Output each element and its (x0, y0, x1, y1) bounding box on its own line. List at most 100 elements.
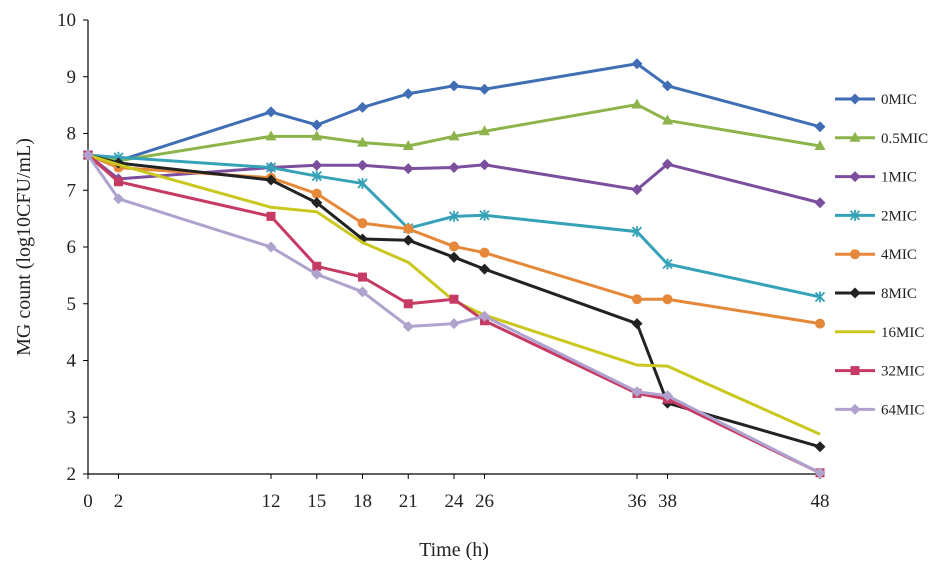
data-point (815, 318, 825, 329)
data-point (357, 177, 368, 189)
data-point (479, 83, 490, 95)
y-tick-label: 4 (67, 351, 77, 372)
data-point (448, 80, 460, 92)
series-64mic (82, 149, 826, 479)
data-point (814, 467, 826, 479)
data-point (114, 177, 123, 187)
x-tick-label: 48 (811, 491, 830, 512)
data-point (479, 125, 490, 136)
x-tick-label: 38 (658, 491, 677, 512)
data-point (403, 223, 414, 234)
y-tick-label: 5 (67, 294, 77, 315)
x-tick-label: 12 (262, 491, 281, 512)
legend-label: 1MIC (881, 170, 917, 186)
x-tick-label: 21 (399, 491, 418, 512)
x-tick-label: 0 (83, 491, 93, 512)
data-point (265, 130, 277, 141)
data-point (311, 188, 322, 199)
y-tick-label: 2 (67, 464, 77, 485)
data-point (311, 130, 323, 141)
data-point (662, 294, 673, 305)
legend-item: 2MIC (835, 208, 917, 224)
series-line (86, 154, 821, 475)
data-point (402, 88, 414, 100)
legend: 0MIC 0.5MIC 1MIC 2MIC 4MIC 8MIC 16MIC 32MIC 64MI… (835, 92, 928, 418)
data-point (357, 218, 368, 229)
data-point (448, 210, 460, 222)
data-point (479, 310, 490, 322)
x-tick-label: 15 (307, 491, 326, 512)
data-point (662, 390, 673, 402)
data-point (449, 294, 459, 304)
series-line (87, 62, 821, 163)
series-0-5mic (82, 98, 826, 165)
data-point (357, 159, 368, 171)
series-layer (82, 58, 826, 479)
data-point (479, 159, 490, 171)
y-tick-label: 6 (67, 237, 77, 258)
data-point (662, 158, 673, 170)
x-axis-title: Time (h) (419, 539, 489, 561)
data-point (357, 136, 368, 147)
data-point (357, 101, 368, 113)
data-point (265, 106, 277, 118)
y-ticks: 2 3 4 5 6 7 8 9 10 (57, 10, 88, 485)
data-point (402, 139, 414, 150)
data-point (631, 226, 643, 238)
data-point (479, 209, 490, 221)
data-point (402, 234, 414, 246)
y-tick-label: 3 (67, 407, 77, 428)
x-tick-label: 24 (445, 491, 465, 512)
y-tick-label: 9 (67, 67, 77, 88)
legend-label: 64MIC (881, 402, 924, 418)
data-point (358, 272, 367, 282)
data-point (265, 162, 277, 174)
data-point (631, 184, 643, 196)
data-point (265, 241, 277, 253)
legend-marker (850, 366, 860, 376)
data-point (814, 197, 826, 209)
data-point (266, 211, 276, 221)
data-point (448, 251, 460, 263)
legend-marker (849, 209, 861, 221)
legend-item: 0MIC (835, 92, 917, 108)
legend-marker (849, 93, 861, 105)
data-point (357, 286, 368, 298)
data-point (113, 193, 124, 205)
data-point (448, 162, 460, 174)
data-point (449, 241, 459, 252)
series-16mic (87, 153, 821, 436)
y-tick-label: 10 (57, 10, 76, 31)
legend-label: 0MIC (881, 92, 917, 108)
legend-marker (849, 287, 861, 299)
data-point (662, 258, 673, 270)
series-line (87, 153, 821, 475)
y-tick-label: 7 (67, 180, 77, 201)
data-point (311, 159, 323, 171)
data-point (448, 130, 460, 141)
data-point (662, 114, 673, 125)
data-point (631, 58, 643, 70)
data-point (312, 261, 322, 271)
legend-item: 1MIC (835, 170, 917, 186)
data-point (814, 139, 826, 150)
data-point (814, 291, 826, 303)
legend-item: 16MIC (835, 325, 924, 341)
legend-label: 32MIC (881, 364, 924, 380)
data-point (402, 320, 414, 332)
data-point (479, 247, 490, 258)
data-point (814, 441, 826, 453)
series-32mic (83, 150, 825, 478)
data-point (631, 98, 643, 109)
x-ticks: 0 2 12 15 18 21 24 26 36 38 48 (83, 474, 830, 512)
data-point (662, 80, 673, 92)
data-point (82, 149, 94, 161)
data-point (631, 318, 643, 330)
legend-item: 4MIC (835, 247, 917, 263)
y-axis-title: MG count (log10CFU/mL) (13, 138, 35, 356)
legend-item: 32MIC (835, 364, 924, 380)
data-point (632, 294, 642, 305)
x-tick-label: 18 (353, 491, 372, 512)
data-point (311, 170, 322, 182)
